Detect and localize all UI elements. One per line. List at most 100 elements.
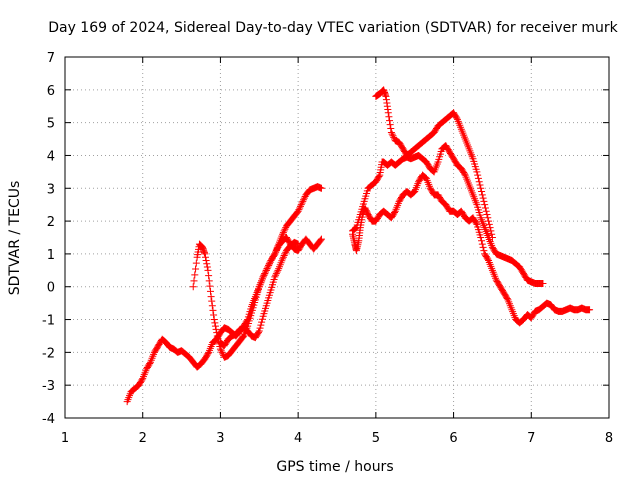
data-point <box>482 207 490 215</box>
data-point <box>280 252 288 260</box>
data-point <box>299 197 307 205</box>
data-point <box>208 302 216 310</box>
data-point <box>387 125 395 133</box>
data-point <box>474 174 482 182</box>
data-point <box>300 196 308 204</box>
data-point <box>189 283 197 291</box>
data-point <box>390 133 398 141</box>
data-point <box>265 260 273 268</box>
data-point <box>479 194 487 202</box>
data-point <box>386 121 394 129</box>
data-point <box>261 270 269 278</box>
data-point <box>476 181 484 189</box>
data-point <box>211 322 219 330</box>
y-tick-label: -3 <box>42 379 55 394</box>
data-point <box>294 207 302 215</box>
data-point <box>239 333 247 341</box>
data-point <box>255 328 263 336</box>
data-point <box>281 225 289 233</box>
y-axis-label: SDTVAR / TECUs <box>7 181 23 296</box>
data-point <box>211 319 219 327</box>
data-point <box>201 250 209 258</box>
data-point <box>488 230 496 238</box>
data-point <box>213 329 221 337</box>
data-point <box>477 234 485 241</box>
data-point <box>485 217 493 225</box>
data-point <box>203 260 211 268</box>
data-point <box>279 255 287 263</box>
data-point <box>205 272 213 280</box>
data-point <box>138 376 146 384</box>
data-point <box>351 225 359 233</box>
data-point <box>586 306 594 314</box>
series-5 <box>349 142 547 287</box>
data-point <box>472 219 480 227</box>
data-point <box>478 188 486 196</box>
data-point <box>294 240 302 248</box>
data-point <box>256 324 264 332</box>
data-point <box>217 347 225 355</box>
data-point <box>190 277 198 285</box>
data-point <box>317 235 325 243</box>
data-point <box>262 266 270 274</box>
data-point <box>473 168 481 176</box>
data-point <box>258 318 266 326</box>
data-point <box>203 263 211 271</box>
y-tick-label: 4 <box>47 149 55 164</box>
data-points <box>123 86 594 406</box>
data-point <box>202 253 210 261</box>
x-tick-label: 5 <box>372 431 380 446</box>
series-2 <box>189 183 325 361</box>
data-point <box>279 229 287 237</box>
data-point <box>387 128 395 136</box>
series-6 <box>372 86 496 241</box>
ticks: 1 2 3 4 5 6 7 8 -4 -3 -2 -1 0 1 2 3 4 5 6 7 <box>42 51 613 446</box>
data-point <box>483 211 491 219</box>
data-point <box>352 224 360 232</box>
data-point <box>272 270 280 278</box>
data-point <box>484 214 492 222</box>
x-tick-label: 2 <box>139 431 147 446</box>
data-point <box>453 114 461 122</box>
data-point <box>274 266 282 274</box>
y-tick-label: 3 <box>47 182 55 197</box>
data-point <box>266 258 274 266</box>
data-point <box>279 253 287 261</box>
data-point <box>206 282 214 290</box>
data-point <box>317 184 325 192</box>
data-point <box>485 220 493 228</box>
data-point <box>480 197 488 205</box>
x-tick-label: 1 <box>61 431 69 446</box>
data-point <box>481 201 489 209</box>
x-tick-label: 7 <box>527 431 535 446</box>
data-point <box>202 256 210 264</box>
data-point <box>279 230 287 238</box>
data-point <box>474 171 482 179</box>
y-tick-label: -4 <box>42 412 55 427</box>
data-point <box>216 345 224 353</box>
data-point <box>218 348 226 356</box>
y-tick-label: 7 <box>47 51 55 66</box>
chart-title: Day 169 of 2024, Sidereal Day-to-day VTE… <box>48 20 618 36</box>
data-point <box>317 236 325 244</box>
data-point <box>281 250 289 258</box>
data-point <box>146 360 154 368</box>
data-point <box>192 265 200 273</box>
data-point <box>296 204 304 212</box>
data-point <box>210 311 218 319</box>
data-point <box>385 113 393 121</box>
data-point <box>270 251 278 259</box>
data-point <box>258 315 266 323</box>
data-point <box>280 227 288 235</box>
data-point <box>259 273 267 281</box>
y-tick-label: -1 <box>42 314 55 329</box>
y-tick-label: 6 <box>47 84 55 99</box>
data-point <box>300 194 308 202</box>
data-point <box>212 325 220 333</box>
series-3 <box>216 238 302 350</box>
data-point <box>384 109 392 117</box>
data-point <box>260 271 268 279</box>
y-tick-label: 1 <box>47 248 55 263</box>
data-point <box>257 321 265 329</box>
